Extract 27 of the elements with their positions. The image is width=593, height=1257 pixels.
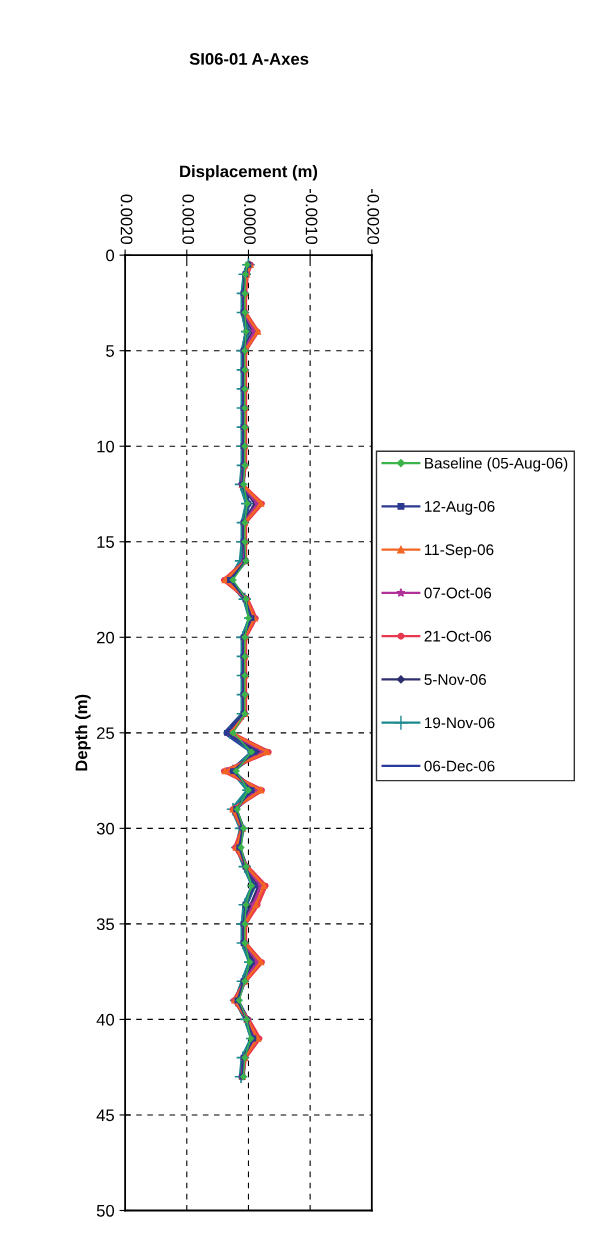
y-tick-label: 30	[96, 822, 115, 835]
legend-label: 11-Sep-06	[425, 544, 494, 559]
y-tick-label: 35	[96, 918, 115, 931]
x-tick-label: -0.0010	[305, 188, 318, 245]
x-tick-label: -0.0020	[367, 188, 380, 245]
y-axis-title: Depth (m)	[75, 694, 91, 771]
legend-label: 5-Nov-06	[424, 674, 487, 685]
y-tick-label: 10	[97, 440, 115, 453]
y-tick-label: 15	[97, 536, 115, 548]
x-axis-title: Displacement (m)	[180, 165, 318, 181]
y-tick-label: 40	[96, 1013, 115, 1026]
x-tick-label: 0.0020	[120, 194, 133, 245]
y-tick-label: 45	[96, 1109, 115, 1122]
legend-label: 19-Nov-06	[425, 717, 495, 729]
y-tick-label: 20	[97, 631, 115, 644]
x-tick-label: 0.0010	[182, 194, 195, 245]
legend-label: Baseline (05-Aug-06)	[425, 457, 568, 472]
y-tick-label: 0	[106, 249, 115, 262]
y-tick-label: 25	[97, 727, 115, 740]
x-tick-label: 0.0000	[243, 194, 256, 245]
legend-label: 21-Oct-06	[424, 630, 492, 642]
legend-label: 12-Aug-06	[425, 501, 495, 515]
legend-label: 06-Dec-06	[424, 760, 495, 772]
y-tick-label: 5	[106, 345, 115, 357]
chart-title: SI06-01 A-Axes	[189, 53, 309, 65]
y-tick-label: 50	[96, 1204, 115, 1217]
legend-label: 07-Oct-06	[424, 587, 492, 599]
